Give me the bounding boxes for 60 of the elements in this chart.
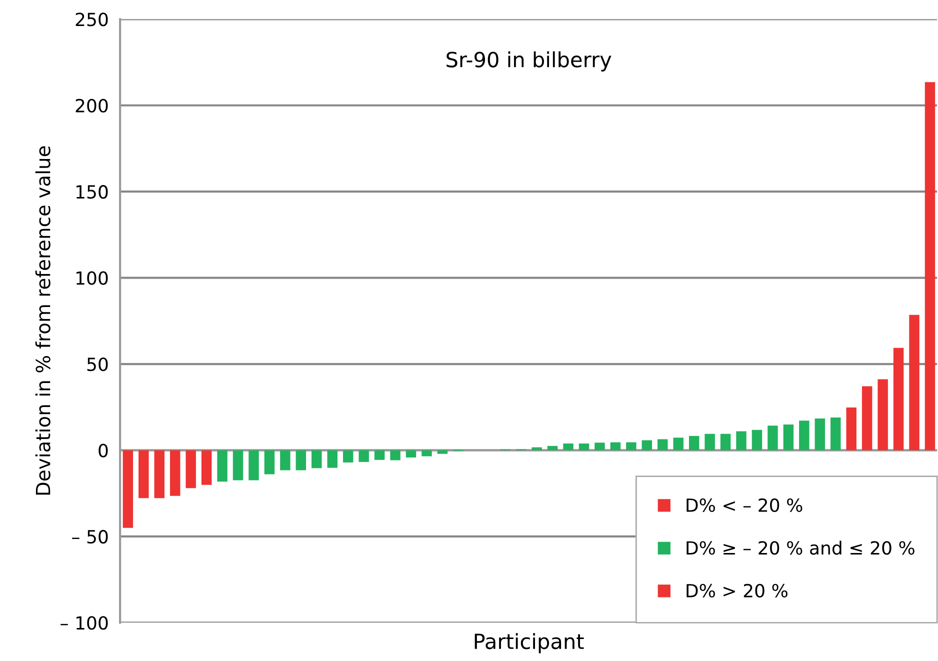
bar: [799, 420, 810, 450]
bar: [846, 407, 856, 450]
y-tick-label: 250: [76, 12, 108, 26]
bar: [422, 450, 432, 456]
bar: [720, 434, 731, 450]
bar: [893, 348, 904, 450]
bar: [736, 431, 746, 450]
bar: [610, 442, 621, 450]
text: Sr-90 in bilberry: [446, 51, 612, 72]
bar: [232, 450, 244, 480]
bar: [752, 430, 762, 450]
bar: [390, 450, 400, 460]
y-axis-title: Deviation in % from reference value: [35, 146, 50, 495]
bar: [186, 450, 196, 488]
bar: [578, 444, 590, 450]
y-tick-label: 0: [98, 444, 108, 458]
bar: [154, 450, 164, 498]
bar: [814, 418, 826, 450]
legend-label: D% > 20 %: [686, 584, 788, 598]
bar: [594, 442, 605, 450]
bar: [862, 386, 872, 450]
bar: [280, 450, 290, 470]
bar: [768, 426, 778, 450]
bar: [909, 314, 920, 450]
bar: [170, 450, 180, 496]
bar: [342, 450, 354, 462]
legend-label: D% ≥ – 20 % and ≤ 20 %: [686, 540, 914, 555]
bar: [296, 450, 306, 470]
y-tick-label: 50: [87, 357, 108, 372]
legend-label: D% < – 20 %: [686, 498, 802, 512]
bar: [138, 450, 149, 498]
bar: [312, 450, 322, 468]
bar: [201, 450, 212, 485]
bar: [437, 450, 448, 454]
bar: [704, 434, 715, 450]
bar: [924, 82, 936, 450]
y-tick-label: – 100: [60, 616, 108, 630]
bar: [217, 450, 228, 482]
bar: [830, 417, 841, 450]
bar: [688, 436, 700, 450]
bar: [374, 450, 385, 460]
bar: [122, 450, 134, 528]
x-axis-title: Participant: [474, 633, 584, 654]
bar: [327, 450, 338, 468]
bar: [547, 446, 558, 450]
bar: [658, 439, 668, 450]
bar: [563, 444, 574, 450]
bar: [264, 450, 275, 474]
bar: [673, 438, 684, 450]
bar: [358, 450, 369, 462]
bar: [626, 442, 636, 450]
bar: [783, 424, 794, 450]
bar: [406, 450, 416, 458]
bar: [642, 440, 652, 450]
bar: [878, 379, 888, 450]
bar: [248, 450, 259, 480]
y-tick-label: – 50: [72, 530, 108, 544]
y-tick-label: 150: [76, 185, 108, 199]
y-tick-label: 200: [76, 98, 108, 112]
y-tick-label: 100: [76, 271, 108, 285]
